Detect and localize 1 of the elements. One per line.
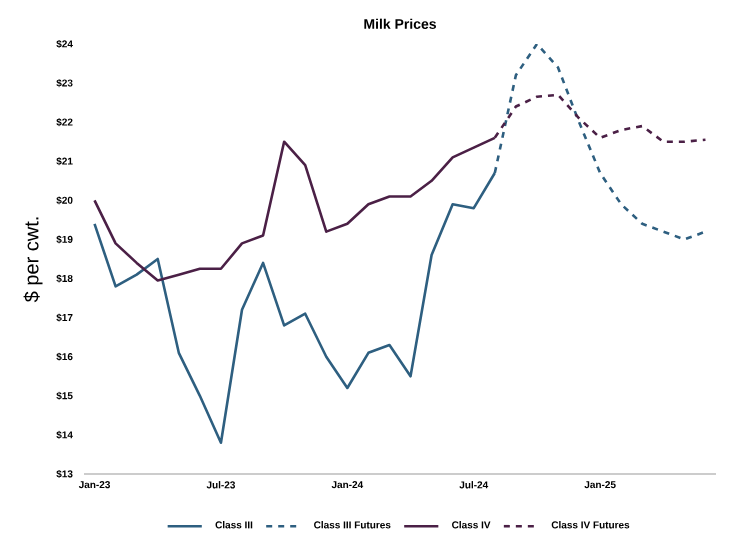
y-axis-title: $ per cwt. xyxy=(23,217,43,303)
